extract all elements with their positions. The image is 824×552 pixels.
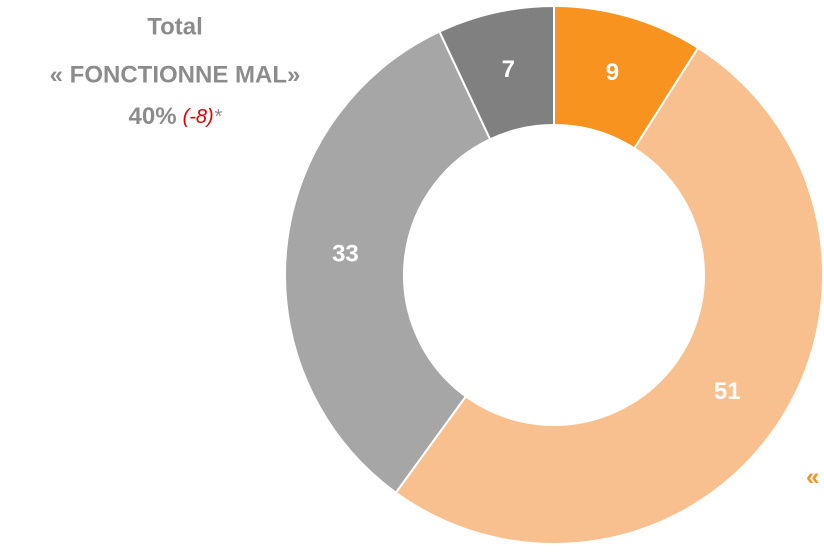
- data-label: 7: [502, 56, 515, 83]
- donut-slice: [394, 46, 824, 545]
- annotation: 40%: [129, 103, 177, 130]
- annotation: (-8): [183, 106, 214, 128]
- annotation: «: [806, 463, 819, 490]
- annotation-line: 40% (-8)*: [129, 103, 223, 130]
- data-label: 51: [714, 378, 741, 405]
- data-label: 9: [606, 59, 619, 86]
- annotation: Total: [147, 13, 203, 40]
- donut-slice: [438, 4, 555, 141]
- annotation: *: [214, 106, 223, 128]
- data-label: 33: [332, 241, 359, 268]
- annotation: « FONCTIONNE MAL»: [50, 61, 301, 88]
- donut-slice: [284, 30, 492, 495]
- donut: [284, 4, 824, 545]
